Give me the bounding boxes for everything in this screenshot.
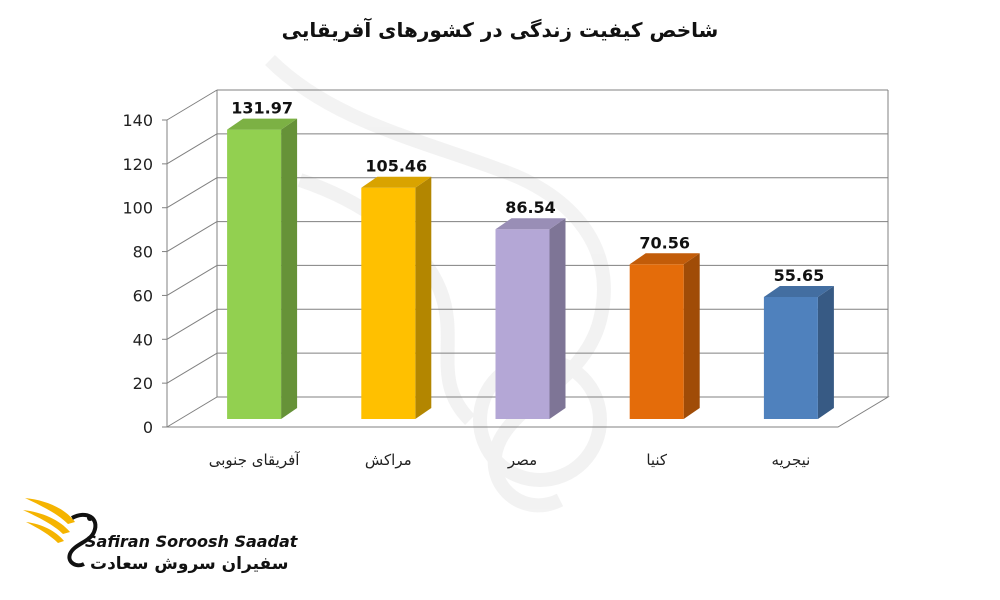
bar-top [361, 176, 432, 188]
x-tick-label: نیجریه [771, 451, 810, 469]
y-tick-label: 80 [133, 243, 153, 262]
gridline-side [166, 352, 218, 384]
bar [227, 129, 282, 419]
y-tick-label: 100 [122, 199, 153, 218]
bar [361, 187, 416, 419]
chart-title: شاخص کیفیت زندگی در کشورهای آفریقایی [281, 18, 719, 42]
x-tick-label: مصر [507, 451, 537, 469]
bar-side [683, 253, 700, 419]
bar-side [415, 176, 432, 419]
gridline-side [166, 89, 218, 121]
watermark-logo [265, 55, 611, 513]
y-tick-label: 120 [122, 155, 153, 174]
y-tick-label: 140 [122, 111, 153, 130]
y-tick-label: 40 [133, 330, 153, 349]
bar-side [817, 285, 834, 419]
gridline-side [166, 221, 218, 253]
gridline-side [166, 264, 218, 296]
bar-top [629, 253, 700, 265]
data-label: 86.54 [505, 198, 556, 217]
gridline-side [166, 308, 218, 340]
bar-top [495, 218, 566, 230]
bar-top [763, 285, 834, 297]
company-logo: Safiran Soroosh Saadat سفیران سروش سعادت [20, 488, 297, 588]
bar [629, 264, 684, 419]
logo-text-en: Safiran Soroosh Saadat [85, 532, 298, 551]
data-label: 70.56 [639, 233, 690, 252]
y-tick-label: 0 [143, 418, 153, 437]
gridline-side [166, 133, 218, 165]
y-tick-label: 20 [133, 374, 153, 393]
x-tick-label: آفریقای جنوبی [209, 451, 301, 469]
bar-top [227, 118, 298, 130]
x-tick-label: مراکش [365, 451, 412, 469]
data-label: 55.65 [774, 266, 825, 285]
bar [495, 229, 550, 419]
data-label: 105.46 [365, 157, 427, 176]
gridline-side [166, 177, 218, 209]
bar [763, 296, 818, 419]
y-tick-label: 60 [133, 286, 153, 305]
data-label: 131.97 [231, 99, 293, 118]
logo-text-fa: سفیران سروش سعادت [90, 554, 289, 574]
bar-side [281, 118, 298, 419]
x-tick-label: کنیا [646, 451, 668, 469]
phoenix-wing-icon [23, 498, 98, 568]
bar-side [549, 218, 566, 419]
